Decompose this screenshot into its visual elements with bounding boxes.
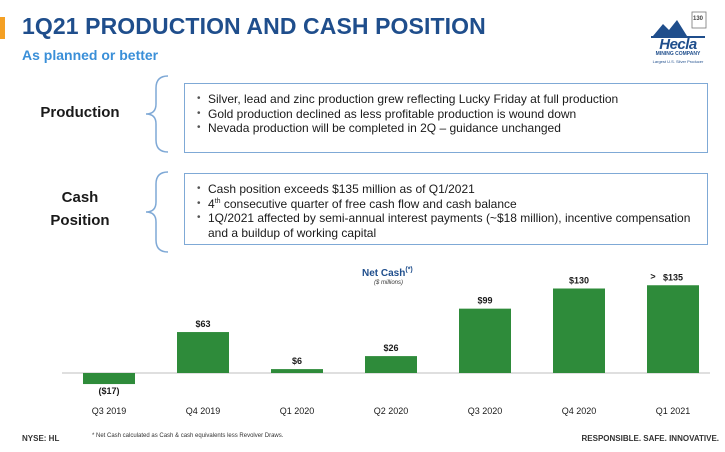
cash-brace-icon: [145, 171, 169, 253]
logo-mark-icon: [651, 11, 707, 38]
cash-bullet-number: 4: [208, 196, 215, 211]
chart-bar: [83, 373, 135, 385]
chart-category-label: Q1 2021: [656, 406, 691, 416]
page-subtitle: As planned or better: [22, 47, 159, 63]
chart-title: Net Cash(*): [362, 266, 413, 279]
production-bullet-list: Silver, lead and zinc production grew re…: [185, 84, 707, 136]
chart-label-prefix: >: [650, 271, 655, 281]
chart-bar: [177, 332, 229, 373]
logo-name: Hecla: [659, 36, 697, 53]
chart-title-marker: (*): [405, 266, 413, 274]
footer-note: * Net Cash calculated as Cash & cash equ…: [92, 433, 284, 439]
logo-tagline: Largest U.S. Silver Producer: [652, 59, 704, 64]
chart-bar: [365, 356, 417, 373]
chart-category-label: Q2 2020: [374, 406, 409, 416]
chart-bar: [553, 288, 605, 373]
logo-badge: 130: [693, 16, 704, 22]
production-label: Production: [40, 104, 120, 121]
cash-bullet-list: Cash position exceeds $135 million as of…: [185, 174, 707, 240]
cash-bullet: Cash position exceeds $135 million as of…: [197, 182, 697, 197]
chart-data-label: $99: [477, 296, 492, 306]
production-box: Silver, lead and zinc production grew re…: [184, 83, 708, 153]
chart-data-label: $130: [569, 276, 589, 286]
title-accent-bar: [0, 17, 5, 39]
production-bullet: Nevada production will be completed in 2…: [197, 121, 697, 136]
chart-category-label: Q3 2019: [92, 406, 127, 416]
cash-box: Cash position exceeds $135 million as of…: [184, 173, 708, 245]
logo-company: MINING COMPANY: [655, 51, 701, 57]
cash-bullet: 1Q/2021 affected by semi-annual interest…: [197, 211, 697, 240]
chart-data-label: $63: [195, 319, 210, 329]
chart-data-label: $6: [292, 356, 302, 366]
cash-bullet-superscript: th: [214, 197, 221, 205]
chart-category-label: Q4 2020: [562, 406, 597, 416]
cash-label-line2: Position: [50, 212, 110, 229]
cash-bullet-text: consecutive quarter of free cash flow an…: [220, 196, 517, 211]
chart-category-label: Q4 2019: [186, 406, 221, 416]
chart-bar: [459, 308, 511, 373]
footer-slogan: RESPONSIBLE. SAFE. INNOVATIVE.: [581, 434, 720, 443]
production-brace-icon: [145, 75, 169, 153]
chart-category-label: Q3 2020: [468, 406, 503, 416]
net-cash-chart: ($17) Q3 2019 $63 Q4 2019 $6 Q1 2020 $26 Q2 202…: [62, 271, 710, 416]
cash-label-line1: Cash: [61, 189, 99, 206]
chart-category-label: Q1 2020: [280, 406, 315, 416]
chart-title-text: Net Cash: [362, 268, 406, 279]
footer-ticker: NYSE: HL: [22, 434, 60, 443]
page-title: 1Q21 PRODUCTION AND CASH POSITION: [22, 13, 486, 39]
chart-bar: [271, 369, 323, 373]
hecla-logo: 130 Hecla MINING COMPANY Largest U.S. Si…: [645, 10, 711, 66]
chart-data-label: $135: [663, 272, 683, 282]
cash-bullet: 4th consecutive quarter of free cash flo…: [197, 197, 697, 212]
chart-units: ($ millions): [374, 280, 404, 286]
chart-bar: [647, 285, 699, 373]
chart-data-label: ($17): [98, 386, 119, 396]
chart-data-label: $26: [383, 343, 398, 353]
production-bullet: Gold production declined as less profita…: [197, 107, 697, 122]
production-bullet: Silver, lead and zinc production grew re…: [197, 92, 697, 107]
